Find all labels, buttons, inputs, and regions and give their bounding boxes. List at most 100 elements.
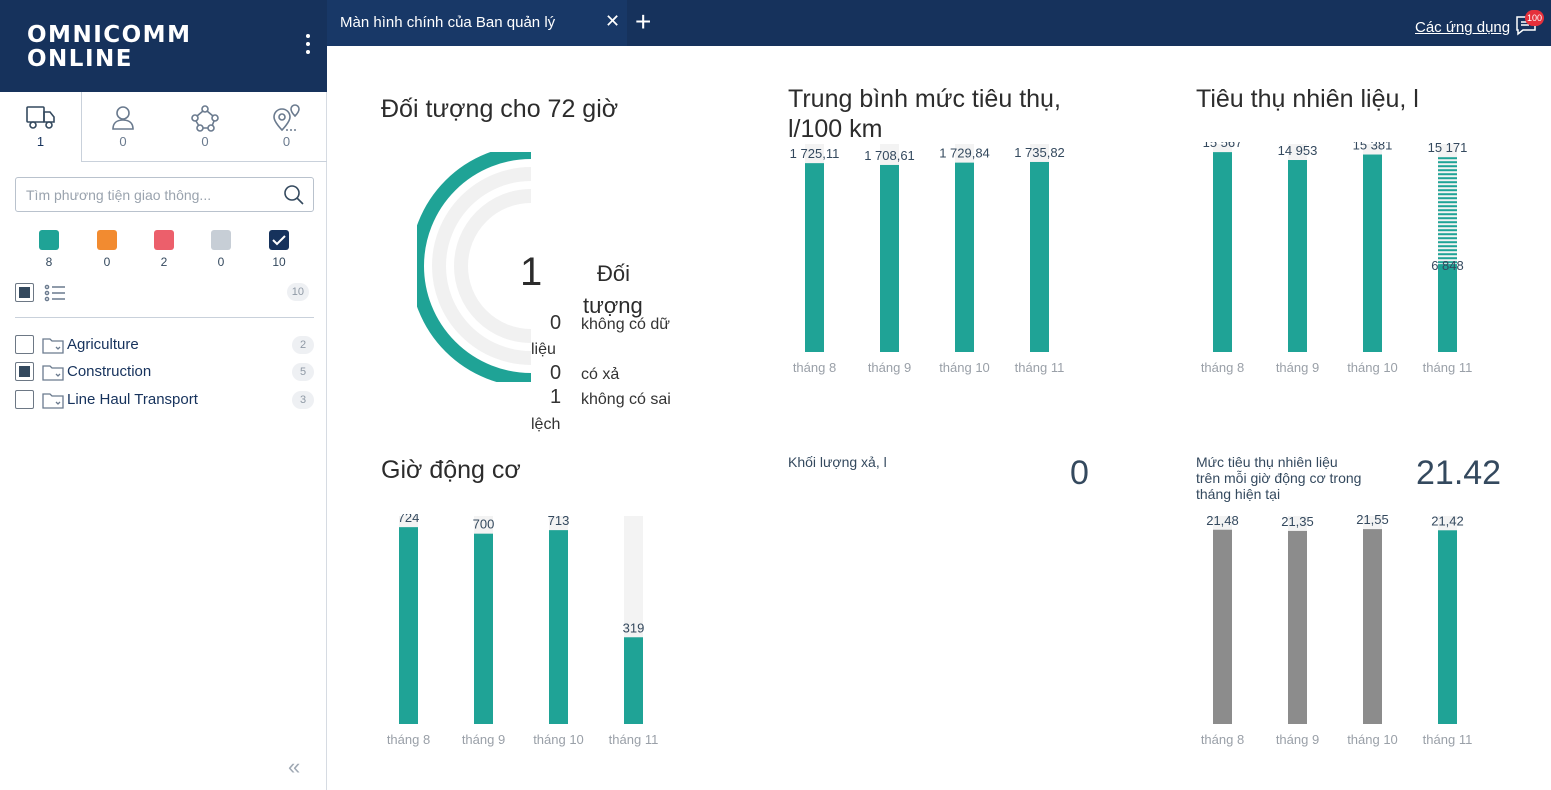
bar[interactable] xyxy=(1288,530,1307,724)
gauge-track-inner xyxy=(454,189,532,343)
filter-all[interactable]: 10 xyxy=(266,230,292,269)
folder-icon xyxy=(42,393,64,409)
objects-gauge xyxy=(417,152,532,382)
bar[interactable] xyxy=(1363,529,1382,724)
tab-routes[interactable]: 0 xyxy=(164,92,246,162)
search-icon[interactable] xyxy=(283,184,305,206)
list-view-icon[interactable] xyxy=(44,283,66,303)
bar[interactable] xyxy=(880,164,899,352)
bar-value-label: 1 725,11 xyxy=(790,146,840,161)
bar-value-label: 319 xyxy=(623,620,645,635)
forecast-stripe xyxy=(1438,161,1457,164)
bar-value-label: 15 567 xyxy=(1203,142,1243,150)
bar[interactable] xyxy=(1438,264,1457,352)
list-total-count: 10 xyxy=(286,283,309,301)
forecast-stripe xyxy=(1438,213,1457,216)
search-input[interactable] xyxy=(26,186,276,204)
group-checkbox[interactable] xyxy=(15,335,34,354)
sidebar-tabs: 1 0 0 0 xyxy=(0,92,327,162)
engine-hours-chart: 724 tháng 8 700 tháng 9 713 tháng 10 319 tháng … xyxy=(387,514,659,747)
list-item-group[interactable]: Construction 5 xyxy=(15,361,314,383)
filter-active[interactable]: 8 xyxy=(36,230,62,269)
search-box xyxy=(15,177,314,212)
select-all-checkbox[interactable] xyxy=(15,283,34,302)
filter-count: 2 xyxy=(160,255,168,269)
bar-value-label: 713 xyxy=(548,514,570,528)
collapse-sidebar-icon[interactable]: « xyxy=(288,754,301,779)
filter-orange[interactable]: 0 xyxy=(94,230,120,269)
objects-title: Đối tượng cho 72 giờ xyxy=(381,95,619,123)
sidebar: OMNICOMM ONLINE 1 0 xyxy=(0,0,327,790)
group-checkbox[interactable] xyxy=(15,390,34,409)
folder-icon xyxy=(42,365,64,381)
gauge-track-middle xyxy=(432,167,532,365)
notifications-button[interactable]: 100 xyxy=(1515,10,1545,36)
tab-geozones[interactable]: 0 xyxy=(246,92,327,162)
status-swatch-orange xyxy=(97,230,117,250)
close-icon[interactable]: ✕ xyxy=(605,11,621,31)
engine-hours-title: Giờ động cơ xyxy=(381,456,521,484)
logo-bar: OMNICOMM ONLINE xyxy=(0,0,327,92)
bar-value-label: 21,55 xyxy=(1356,514,1389,527)
tab-vehicles-count: 1 xyxy=(36,134,45,149)
forecast-stripe xyxy=(1438,261,1457,264)
forecast-stripe xyxy=(1438,237,1457,240)
stat-no-deviation-label: không có sai xyxy=(581,391,671,408)
bar-category-label: tháng 10 xyxy=(1347,360,1398,375)
bar[interactable] xyxy=(624,637,643,724)
add-tab-icon[interactable]: + xyxy=(635,6,652,37)
bar-category-label: tháng 9 xyxy=(1276,360,1319,375)
person-icon xyxy=(112,106,134,130)
bar[interactable] xyxy=(955,162,974,352)
forecast-stripe xyxy=(1438,169,1457,172)
notification-badge: 100 xyxy=(1525,10,1545,26)
geozone-icon xyxy=(272,104,300,132)
bar[interactable] xyxy=(399,527,418,724)
bar-value-label: 1 729,84 xyxy=(939,146,990,161)
bar[interactable] xyxy=(805,163,824,352)
group-name: Agriculture xyxy=(67,336,139,353)
bar[interactable] xyxy=(474,533,493,724)
bar-value-label: 21,48 xyxy=(1206,514,1239,528)
fuel-consumption-chart: 15 567 tháng 8 14 953 tháng 9 15 381 tháng 10… xyxy=(1201,142,1473,375)
bar-value-label: 1 735,82 xyxy=(1014,145,1065,160)
forecast-stripe xyxy=(1438,253,1457,256)
bar[interactable] xyxy=(1438,530,1457,724)
logo[interactable]: OMNICOMM ONLINE xyxy=(27,23,191,71)
forecast-stripe xyxy=(1438,189,1457,192)
stat-drain-value: 0 xyxy=(550,362,562,384)
bar[interactable] xyxy=(1213,529,1232,724)
more-vertical-icon[interactable] xyxy=(300,34,316,60)
list-item-group[interactable]: Agriculture 2 xyxy=(15,334,314,356)
forecast-stripe xyxy=(1438,257,1457,260)
forecast-stripe xyxy=(1438,181,1457,184)
bar[interactable] xyxy=(1288,160,1307,352)
fuel-consumption-title: Tiêu thụ nhiên liệu, l xyxy=(1196,85,1419,113)
bar[interactable] xyxy=(1213,152,1232,352)
bar-value-label: 724 xyxy=(398,514,420,525)
stat-drain-label: có xả xyxy=(581,366,620,383)
tab-manager-home[interactable]: Màn hình chính của Ban quản lý ✕ xyxy=(327,0,627,46)
filter-count: 0 xyxy=(103,255,111,269)
tab-drivers[interactable]: 0 xyxy=(82,92,164,162)
bar[interactable] xyxy=(1030,161,1049,352)
bar-value-label: 14 953 xyxy=(1278,143,1318,158)
group-checkbox[interactable] xyxy=(15,362,34,381)
forecast-stripe xyxy=(1438,233,1457,236)
list-controls: 10 xyxy=(15,282,314,304)
bar-value-label: 15 381 xyxy=(1353,142,1393,153)
filter-gray[interactable]: 0 xyxy=(208,230,234,269)
truck-icon xyxy=(25,106,55,129)
apps-link[interactable]: Các ứng dụng xyxy=(1415,19,1511,36)
list-item-group[interactable]: Line Haul Transport 3 xyxy=(15,389,314,411)
bar-value-label: 21,42 xyxy=(1431,514,1464,528)
filter-count: 0 xyxy=(217,255,225,269)
filter-red[interactable]: 2 xyxy=(151,230,177,269)
forecast-stripe xyxy=(1438,249,1457,252)
bar[interactable] xyxy=(1363,154,1382,352)
bar-category-label: tháng 11 xyxy=(609,732,659,747)
forecast-stripe xyxy=(1438,225,1457,228)
bar[interactable] xyxy=(549,530,568,724)
tab-vehicles[interactable]: 1 xyxy=(0,92,82,162)
fuel-per-hour-value: 21.42 xyxy=(1416,454,1502,492)
